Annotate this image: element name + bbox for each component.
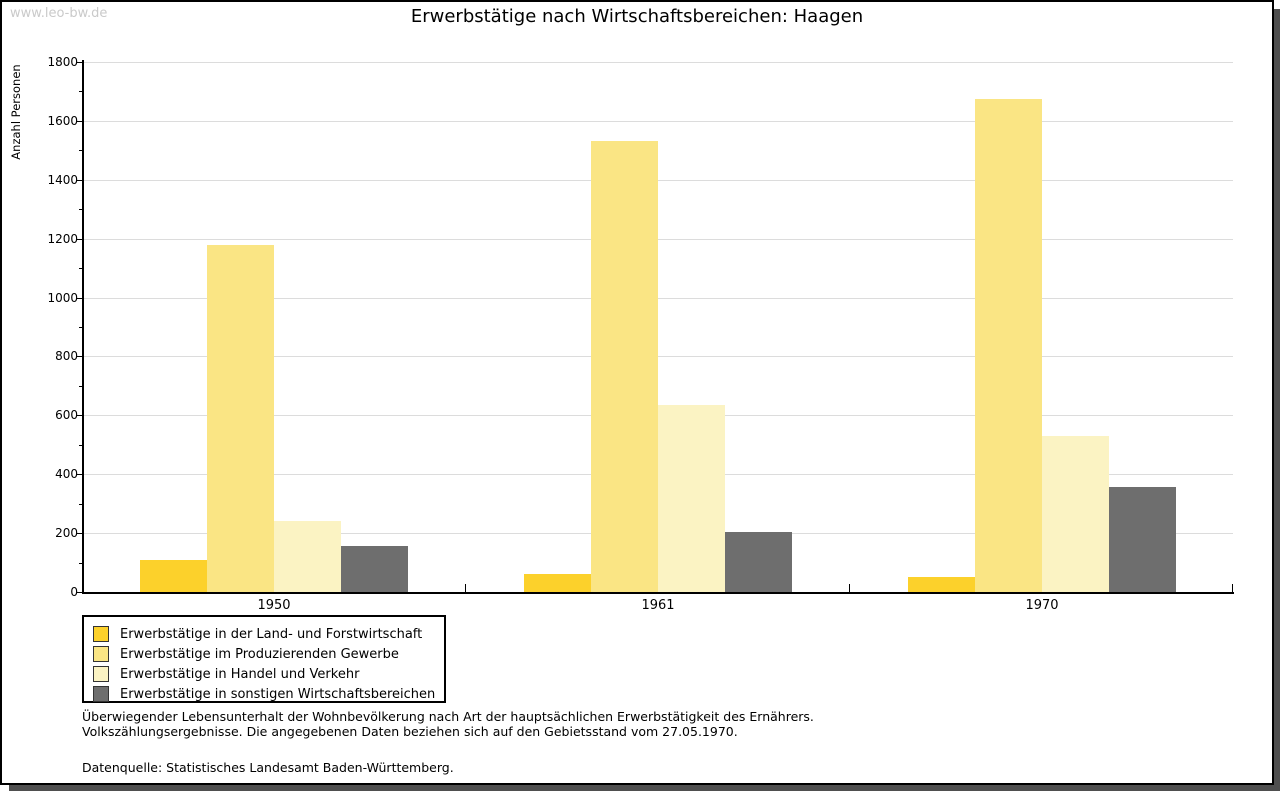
y-tick-label: 1600 bbox=[47, 114, 78, 128]
legend: Erwerbstätige in der Land- und Forstwirt… bbox=[82, 615, 446, 703]
bar-1961-series-1 bbox=[524, 574, 591, 592]
y-tick-label: 1200 bbox=[47, 232, 78, 246]
x-separator-tick bbox=[1232, 584, 1233, 592]
legend-label: Erwerbstätige in der Land- und Forstwirt… bbox=[120, 626, 423, 642]
legend-label: Erwerbstätige im Produzierenden Gewerbe bbox=[120, 646, 399, 662]
bar-1970-series-3 bbox=[1042, 436, 1109, 592]
legend-swatch-series-1 bbox=[93, 626, 109, 642]
watermark: www.leo-bw.de bbox=[10, 6, 108, 21]
bar-1961-series-2 bbox=[591, 141, 658, 592]
gridline bbox=[84, 298, 1233, 299]
y-minor-tick bbox=[79, 150, 82, 151]
legend-label: Erwerbstätige in sonstigen Wirtschaftsbe… bbox=[120, 686, 436, 702]
y-minor-tick bbox=[79, 91, 82, 92]
y-minor-tick bbox=[79, 504, 82, 505]
bar-1950-series-3 bbox=[274, 521, 341, 592]
footnote-line-1: Überwiegender Lebensunterhalt der Wohnbe… bbox=[82, 709, 814, 724]
y-major-tick bbox=[76, 62, 82, 63]
x-tick-label: 1970 bbox=[1025, 598, 1059, 613]
y-minor-tick bbox=[79, 445, 82, 446]
y-tick-label: 800 bbox=[55, 349, 78, 363]
y-major-tick bbox=[76, 474, 82, 475]
chart-title: Erwerbstätige nach Wirtschaftsbereichen:… bbox=[410, 6, 864, 27]
y-major-tick bbox=[76, 415, 82, 416]
y-tick-label: 400 bbox=[55, 467, 78, 481]
y-major-tick bbox=[76, 533, 82, 534]
legend-swatch-series-2 bbox=[93, 646, 109, 662]
gridline bbox=[84, 180, 1233, 181]
legend-swatch-series-4 bbox=[93, 686, 109, 702]
gridline bbox=[84, 239, 1233, 240]
y-major-tick bbox=[76, 356, 82, 357]
bar-1950-series-2 bbox=[207, 245, 274, 592]
y-axis-line bbox=[82, 60, 84, 594]
bar-1970-series-2 bbox=[975, 99, 1042, 592]
y-tick-label: 1400 bbox=[47, 173, 78, 187]
footnote-line-2: Volkszählungsergebnisse. Die angegebenen… bbox=[82, 723, 738, 739]
legend-item: Erwerbstätige in der Land- und Forstwirt… bbox=[93, 624, 436, 644]
y-minor-tick bbox=[79, 386, 82, 387]
x-tick-label: 1961 bbox=[641, 598, 675, 613]
bar-1950-series-1 bbox=[140, 560, 207, 592]
y-major-tick bbox=[76, 180, 82, 181]
x-axis-line bbox=[82, 592, 1234, 594]
x-separator-tick bbox=[465, 584, 466, 592]
legend-item: Erwerbstätige im Produzierenden Gewerbe bbox=[93, 644, 436, 664]
gridline bbox=[84, 356, 1233, 357]
x-tick-label: 1950 bbox=[257, 598, 291, 613]
y-tick-label: 1800 bbox=[47, 55, 78, 69]
y-tick-label: 200 bbox=[55, 526, 78, 540]
footnote: Überwiegender Lebensunterhalt der Wohnbe… bbox=[82, 709, 814, 776]
y-major-tick bbox=[76, 298, 82, 299]
y-minor-tick bbox=[79, 563, 82, 564]
gridline bbox=[84, 121, 1233, 122]
gridline bbox=[84, 62, 1233, 63]
bar-1970-series-1 bbox=[908, 577, 975, 592]
y-tick-label: 1000 bbox=[47, 291, 78, 305]
y-tick-label: 600 bbox=[55, 408, 78, 422]
y-tick-label: 0 bbox=[70, 585, 78, 599]
y-minor-tick bbox=[79, 327, 82, 328]
legend-item: Erwerbstätige in sonstigen Wirtschaftsbe… bbox=[93, 684, 436, 704]
legend-item: Erwerbstätige in Handel und Verkehr bbox=[93, 664, 436, 684]
y-major-tick bbox=[76, 239, 82, 240]
plot-area: 0 200 400 600 800 1000 1200 1400 1600 1800 1950 196… bbox=[2, 2, 1272, 783]
bar-1961-series-3 bbox=[658, 405, 725, 592]
bar-1950-series-4 bbox=[341, 546, 408, 592]
y-minor-tick bbox=[79, 268, 82, 269]
y-major-tick bbox=[76, 592, 82, 593]
data-source: Datenquelle: Statistisches Landesamt Bad… bbox=[82, 760, 454, 775]
y-minor-tick bbox=[79, 209, 82, 210]
x-separator-tick bbox=[849, 584, 850, 592]
legend-label: Erwerbstätige in Handel und Verkehr bbox=[120, 666, 360, 682]
legend-swatch-series-3 bbox=[93, 666, 109, 682]
y-major-tick bbox=[76, 121, 82, 122]
bar-1970-series-4 bbox=[1109, 487, 1176, 592]
bar-1961-series-4 bbox=[725, 532, 792, 592]
